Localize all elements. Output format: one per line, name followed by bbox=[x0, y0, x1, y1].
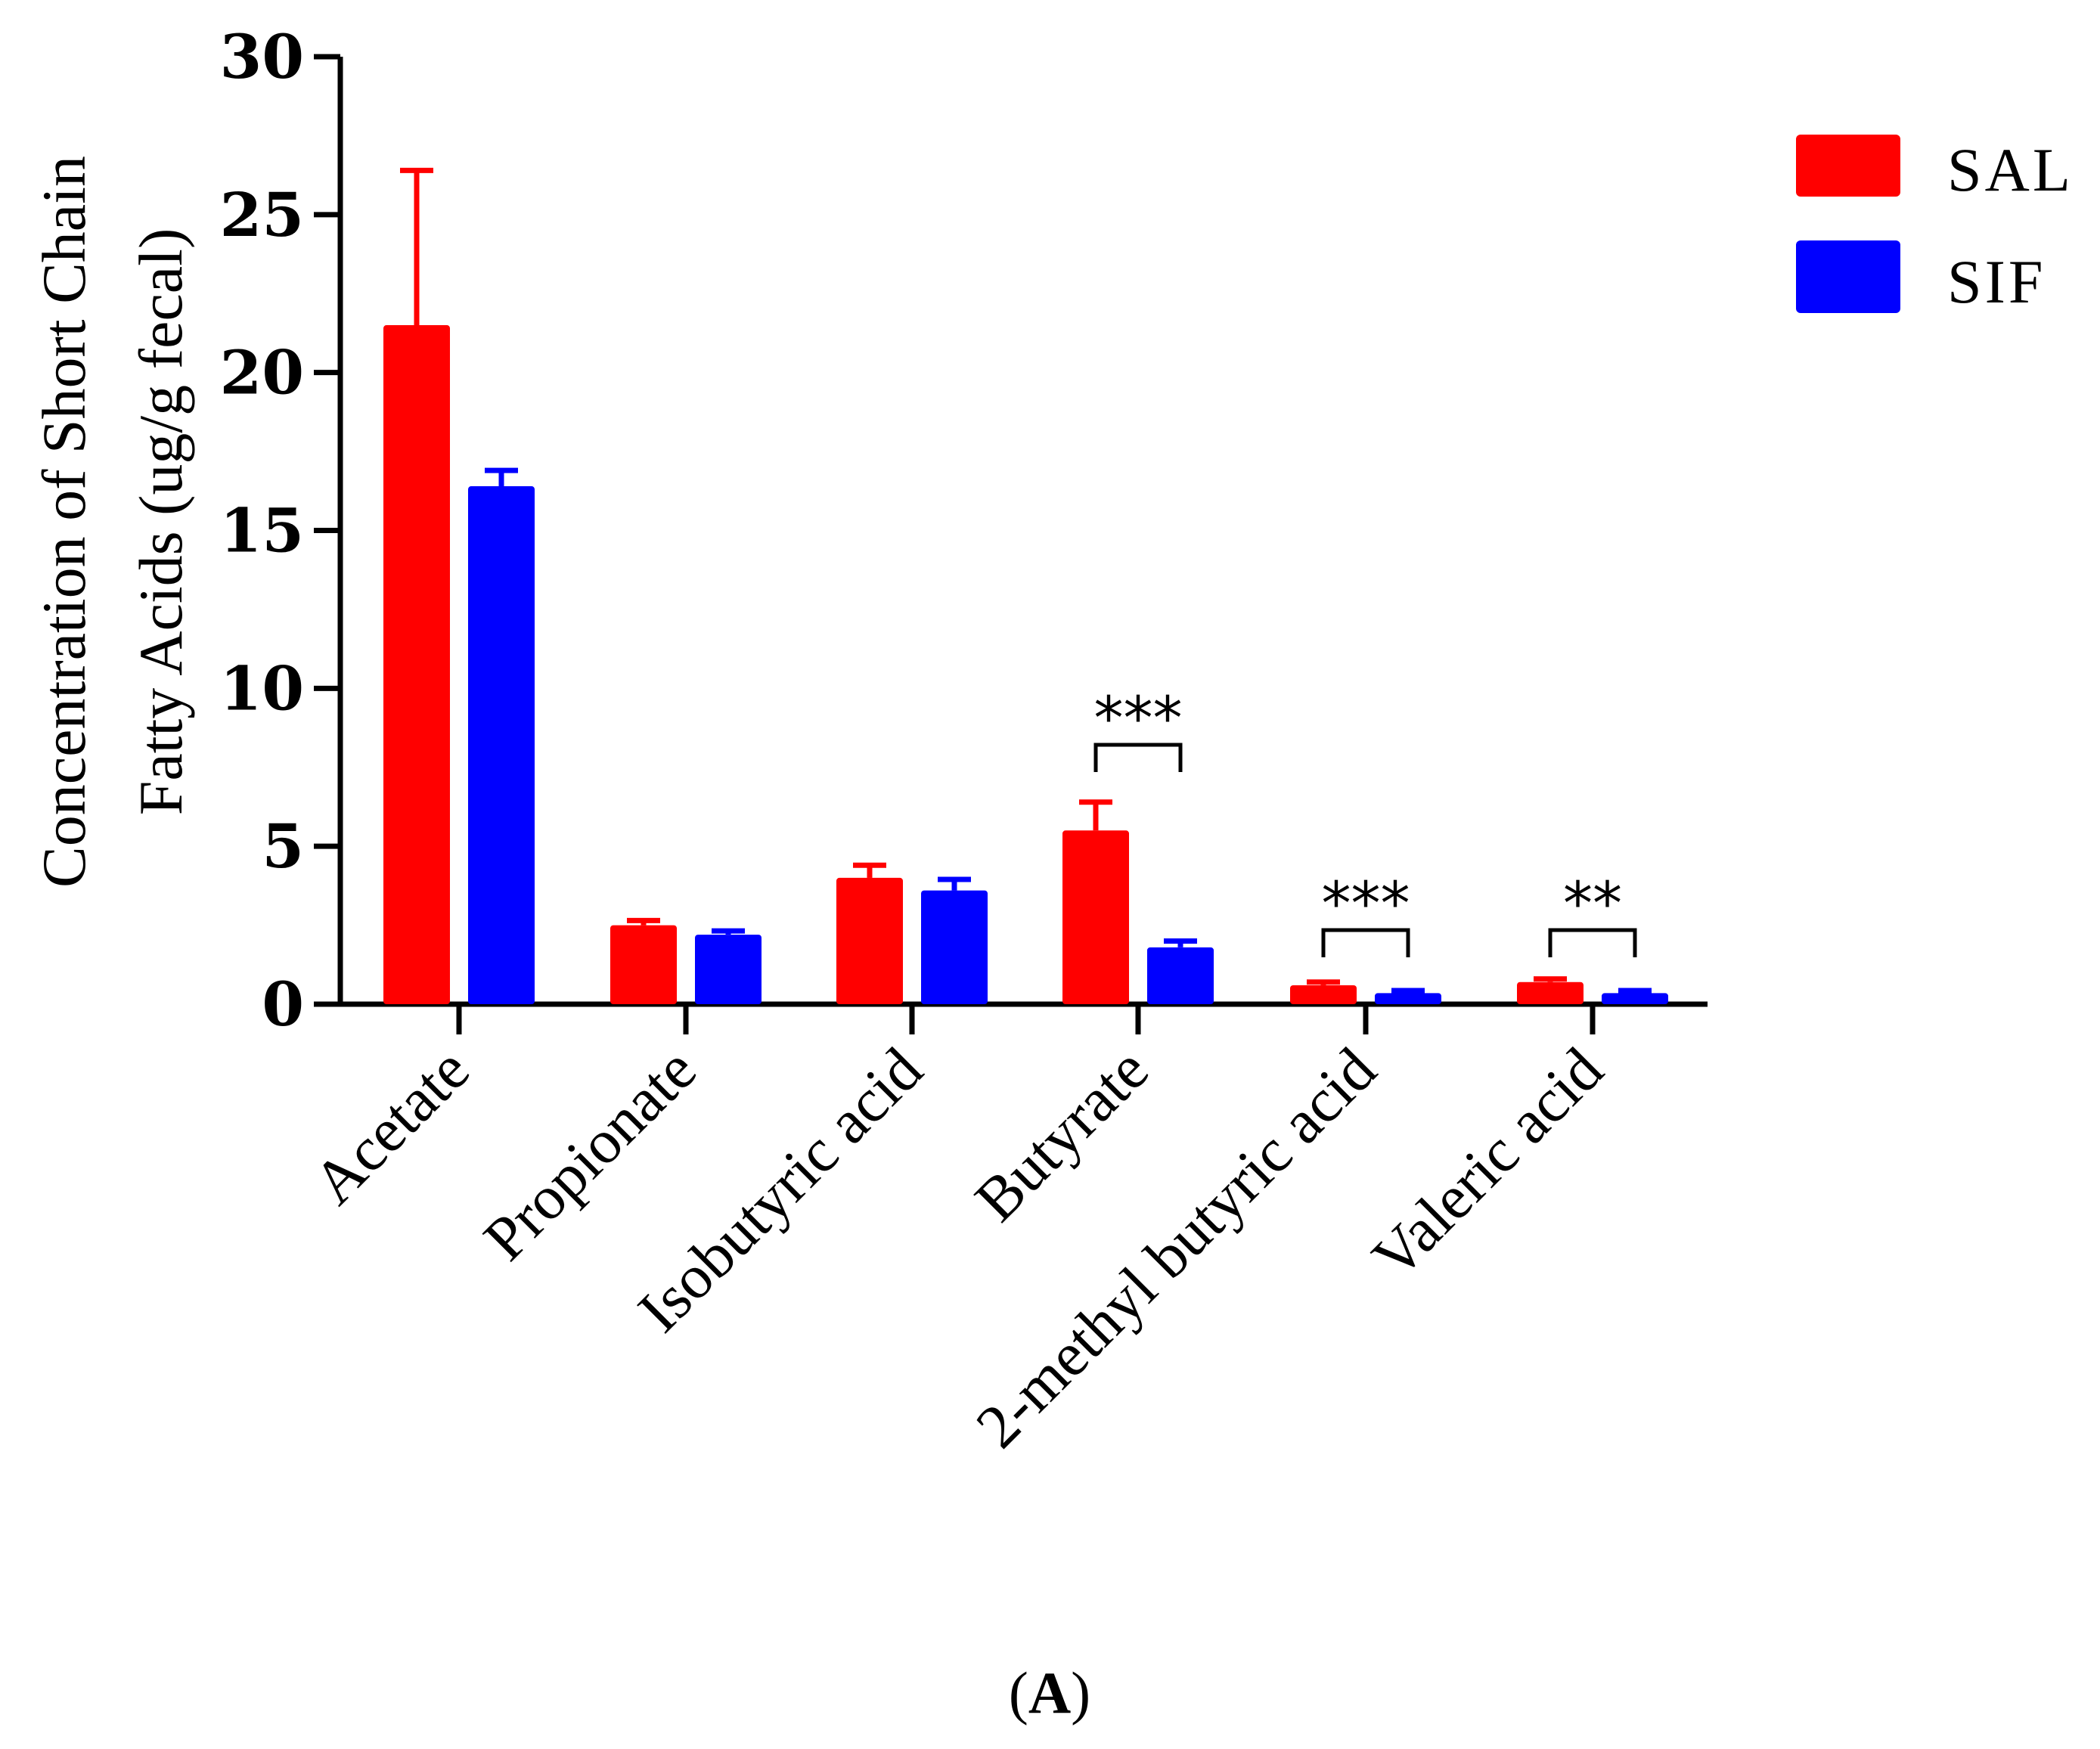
x-tick-label-butyrate: Butyrate bbox=[962, 1034, 1162, 1234]
panel-label-open: ( bbox=[1009, 1660, 1028, 1726]
y-tick-label-5: 5 bbox=[262, 811, 304, 882]
legend-label-sal: SAL bbox=[1947, 135, 2074, 204]
y-tick-label-20: 20 bbox=[220, 337, 304, 408]
legend-swatch-sif bbox=[1796, 240, 1900, 313]
x-tick-label-valeric-acid: Valeric acid bbox=[1359, 1034, 1616, 1292]
bar-sif-isobutyric-acid bbox=[921, 890, 988, 1004]
bar-sal-acetate bbox=[383, 325, 450, 1004]
y-axis-title-line-1: Concentration of Short Chain bbox=[29, 156, 98, 888]
panel-label: (A) bbox=[1009, 1660, 1090, 1726]
y-axis-title-line-2: Fatty Acids (ug/g fecal) bbox=[126, 228, 195, 816]
bar-sif-valeric-acid bbox=[1602, 993, 1668, 1004]
bar-sal-butyrate bbox=[1062, 830, 1129, 1004]
bar-sif-propionate bbox=[695, 935, 762, 1004]
legend-swatch-sal bbox=[1796, 135, 1900, 197]
x-tick-label-propionate: Propionate bbox=[470, 1034, 709, 1273]
panel-label-close: ) bbox=[1071, 1660, 1090, 1726]
y-tick-label-15: 15 bbox=[220, 495, 304, 566]
significance-label-2-methyl-butyric-acid: *** bbox=[1322, 870, 1410, 938]
significance-bracket-valeric-acid bbox=[1548, 928, 1637, 957]
significance-label-valeric-acid: ** bbox=[1563, 870, 1622, 938]
bar-sif-acetate bbox=[468, 486, 535, 1004]
bar-sal-2-methyl-butyric-acid bbox=[1290, 985, 1357, 1004]
bar-sal-valeric-acid bbox=[1517, 981, 1584, 1004]
bar-sif-2-methyl-butyric-acid bbox=[1375, 993, 1441, 1004]
bar-sif-butyrate bbox=[1147, 947, 1214, 1004]
y-tick-label-25: 25 bbox=[220, 179, 304, 250]
significance-bracket-butyrate bbox=[1093, 743, 1183, 772]
y-tick-label-30: 30 bbox=[220, 21, 304, 92]
significance-label-butyrate: *** bbox=[1094, 685, 1183, 753]
panel-label-letter: A bbox=[1028, 1660, 1071, 1726]
bar-sal-propionate bbox=[610, 925, 677, 1004]
significance-bracket-2-methyl-butyric-acid bbox=[1321, 928, 1410, 957]
legend: SAL SIF bbox=[1796, 135, 2074, 316]
x-tick-label-acetate: Acetate bbox=[299, 1034, 482, 1217]
y-tick-label-0: 0 bbox=[262, 969, 304, 1040]
y-tick-label-10: 10 bbox=[220, 653, 304, 724]
legend-label-sif: SIF bbox=[1947, 247, 2046, 316]
x-tick-label-2-methyl-butyric-acid: 2-methyl butyric acid bbox=[963, 1034, 1388, 1460]
bar-sal-isobutyric-acid bbox=[836, 877, 903, 1004]
